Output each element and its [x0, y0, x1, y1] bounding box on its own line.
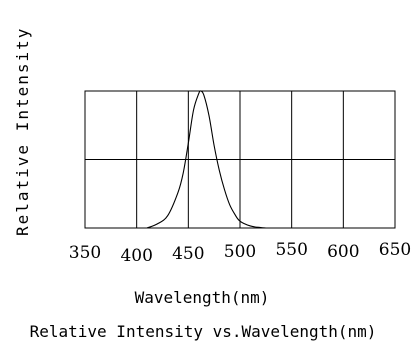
x-tick-label: 650	[379, 240, 411, 260]
x-tick-labels: 350 400 450 500 550 600 650	[69, 240, 411, 266]
y-axis-label: Relative Intensity	[13, 27, 32, 236]
series	[146, 90, 266, 229]
series-line	[146, 90, 266, 229]
x-tick-label: 350	[69, 243, 101, 263]
x-tick-label: 400	[120, 246, 152, 266]
x-tick-label: 550	[275, 240, 307, 260]
x-tick-label: 500	[224, 242, 256, 262]
x-tick-label: 450	[172, 244, 204, 264]
x-axis-label: Wavelength(nm)	[135, 288, 270, 307]
chart-title: Relative Intensity vs.Wavelength(nm)	[30, 322, 377, 341]
grid	[84, 90, 396, 229]
x-tick-label: 600	[327, 242, 359, 262]
